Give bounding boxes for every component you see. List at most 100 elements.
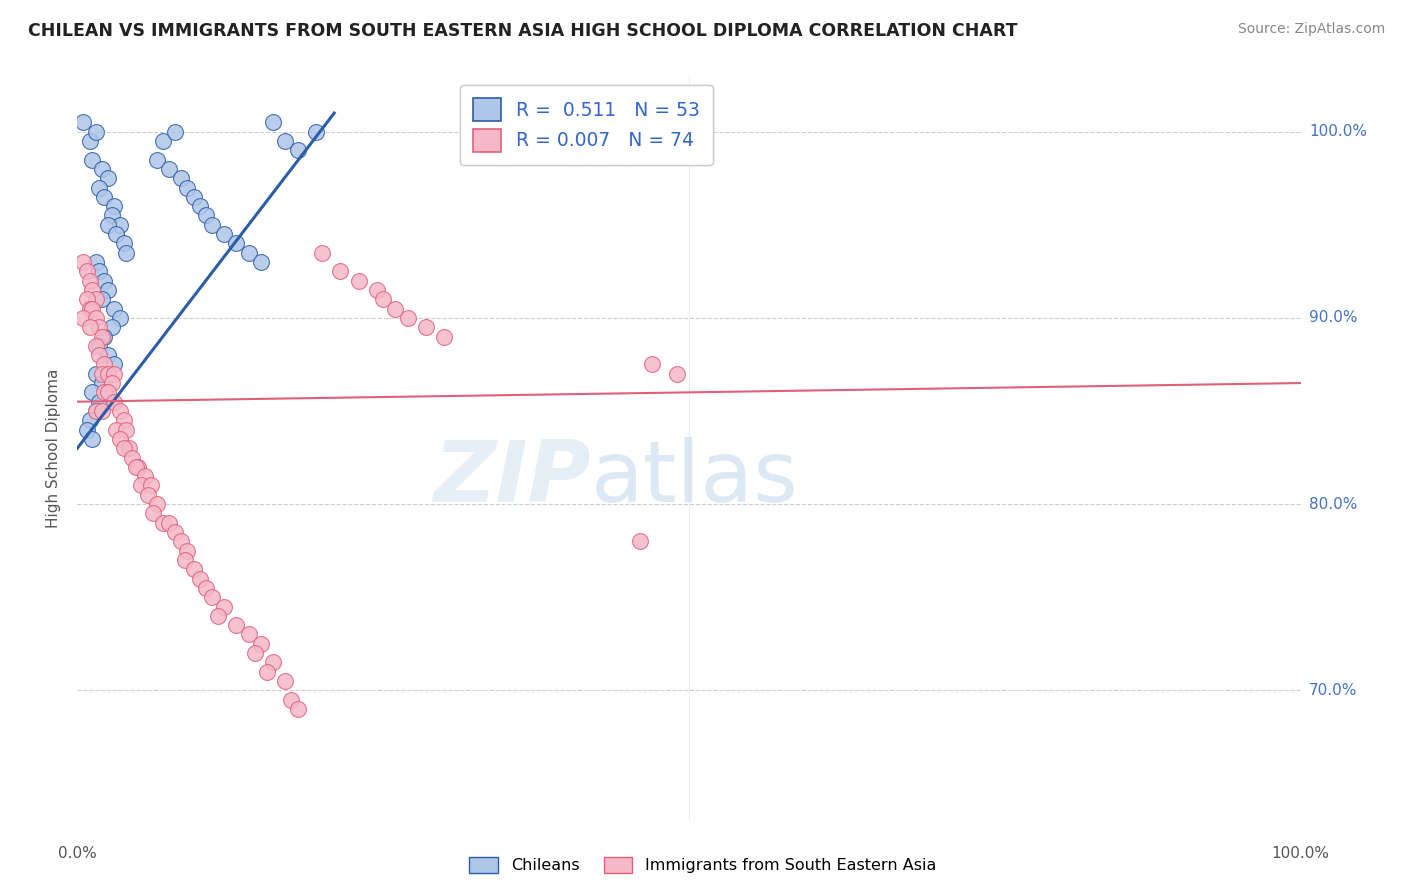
Point: [97, 171, 120, 186]
Point: [79, 134, 101, 148]
Point: [97, 283, 120, 297]
Point: [641, 358, 664, 372]
Point: [183, 562, 205, 576]
Point: [103, 358, 125, 372]
Point: [384, 301, 406, 316]
Point: [115, 423, 138, 437]
Point: [125, 459, 148, 474]
Point: [97, 367, 120, 381]
Point: [201, 591, 224, 605]
Point: [243, 646, 266, 660]
Point: [100, 376, 122, 390]
Point: [311, 245, 333, 260]
Point: [201, 218, 224, 232]
Point: [93, 190, 115, 204]
Point: [433, 329, 456, 343]
Point: [72, 255, 94, 269]
Point: [108, 432, 131, 446]
Text: 80.0%: 80.0%: [1309, 497, 1357, 512]
Point: [262, 656, 284, 670]
Point: [89, 339, 111, 353]
Point: [80, 153, 103, 167]
Point: [165, 524, 187, 539]
Point: [165, 125, 187, 139]
Point: [274, 673, 297, 688]
Point: [115, 245, 138, 260]
Text: ZIP: ZIP: [433, 436, 591, 519]
Point: [93, 274, 115, 288]
Point: [90, 404, 112, 418]
Point: [103, 367, 125, 381]
Point: [108, 218, 131, 232]
Point: [176, 180, 198, 194]
Text: 70.0%: 70.0%: [1309, 682, 1357, 698]
Point: [93, 385, 115, 400]
Point: [194, 209, 217, 223]
Point: [250, 255, 273, 269]
Point: [100, 209, 122, 223]
Point: [212, 227, 235, 241]
Point: [665, 367, 688, 381]
Point: [72, 115, 94, 129]
Point: [97, 348, 120, 362]
Y-axis label: High School Diploma: High School Diploma: [46, 368, 62, 528]
Point: [84, 404, 107, 418]
Point: [103, 199, 125, 213]
Point: [105, 227, 128, 241]
Point: [97, 218, 120, 232]
Point: [76, 293, 98, 307]
Point: [89, 348, 111, 362]
Point: [152, 516, 174, 530]
Point: [89, 320, 111, 334]
Point: [157, 161, 180, 176]
Point: [84, 404, 107, 418]
Point: [170, 171, 193, 186]
Point: [90, 161, 112, 176]
Point: [84, 367, 107, 381]
Point: [146, 497, 169, 511]
Point: [329, 264, 352, 278]
Point: [250, 637, 273, 651]
Point: [157, 516, 180, 530]
Point: [146, 153, 169, 167]
Legend: R =  0.511   N = 53, R = 0.007   N = 74: R = 0.511 N = 53, R = 0.007 N = 74: [460, 86, 713, 165]
Point: [136, 488, 159, 502]
Point: [274, 134, 297, 148]
Point: [79, 301, 101, 316]
Point: [170, 534, 193, 549]
Point: [84, 339, 107, 353]
Point: [176, 543, 198, 558]
Point: [305, 125, 328, 139]
Point: [105, 423, 128, 437]
Point: [238, 627, 260, 641]
Point: [287, 702, 309, 716]
Point: [142, 507, 165, 521]
Point: [79, 413, 101, 427]
Point: [118, 442, 141, 455]
Point: [80, 283, 103, 297]
Text: 100.0%: 100.0%: [1309, 124, 1367, 139]
Point: [89, 180, 111, 194]
Point: [72, 310, 94, 325]
Point: [225, 618, 247, 632]
Point: [93, 358, 115, 372]
Point: [347, 274, 370, 288]
Point: [371, 293, 394, 307]
Text: Source: ZipAtlas.com: Source: ZipAtlas.com: [1237, 22, 1385, 37]
Point: [212, 599, 235, 614]
Point: [183, 190, 205, 204]
Point: [90, 376, 112, 390]
Point: [415, 320, 437, 334]
Point: [84, 310, 107, 325]
Point: [139, 478, 162, 492]
Point: [127, 459, 149, 474]
Point: [188, 572, 211, 586]
Point: [280, 692, 302, 706]
Point: [207, 608, 229, 623]
Point: [112, 442, 135, 455]
Text: 100.0%: 100.0%: [1271, 846, 1330, 861]
Point: [112, 413, 135, 427]
Point: [121, 450, 143, 465]
Point: [112, 236, 135, 251]
Point: [194, 581, 217, 595]
